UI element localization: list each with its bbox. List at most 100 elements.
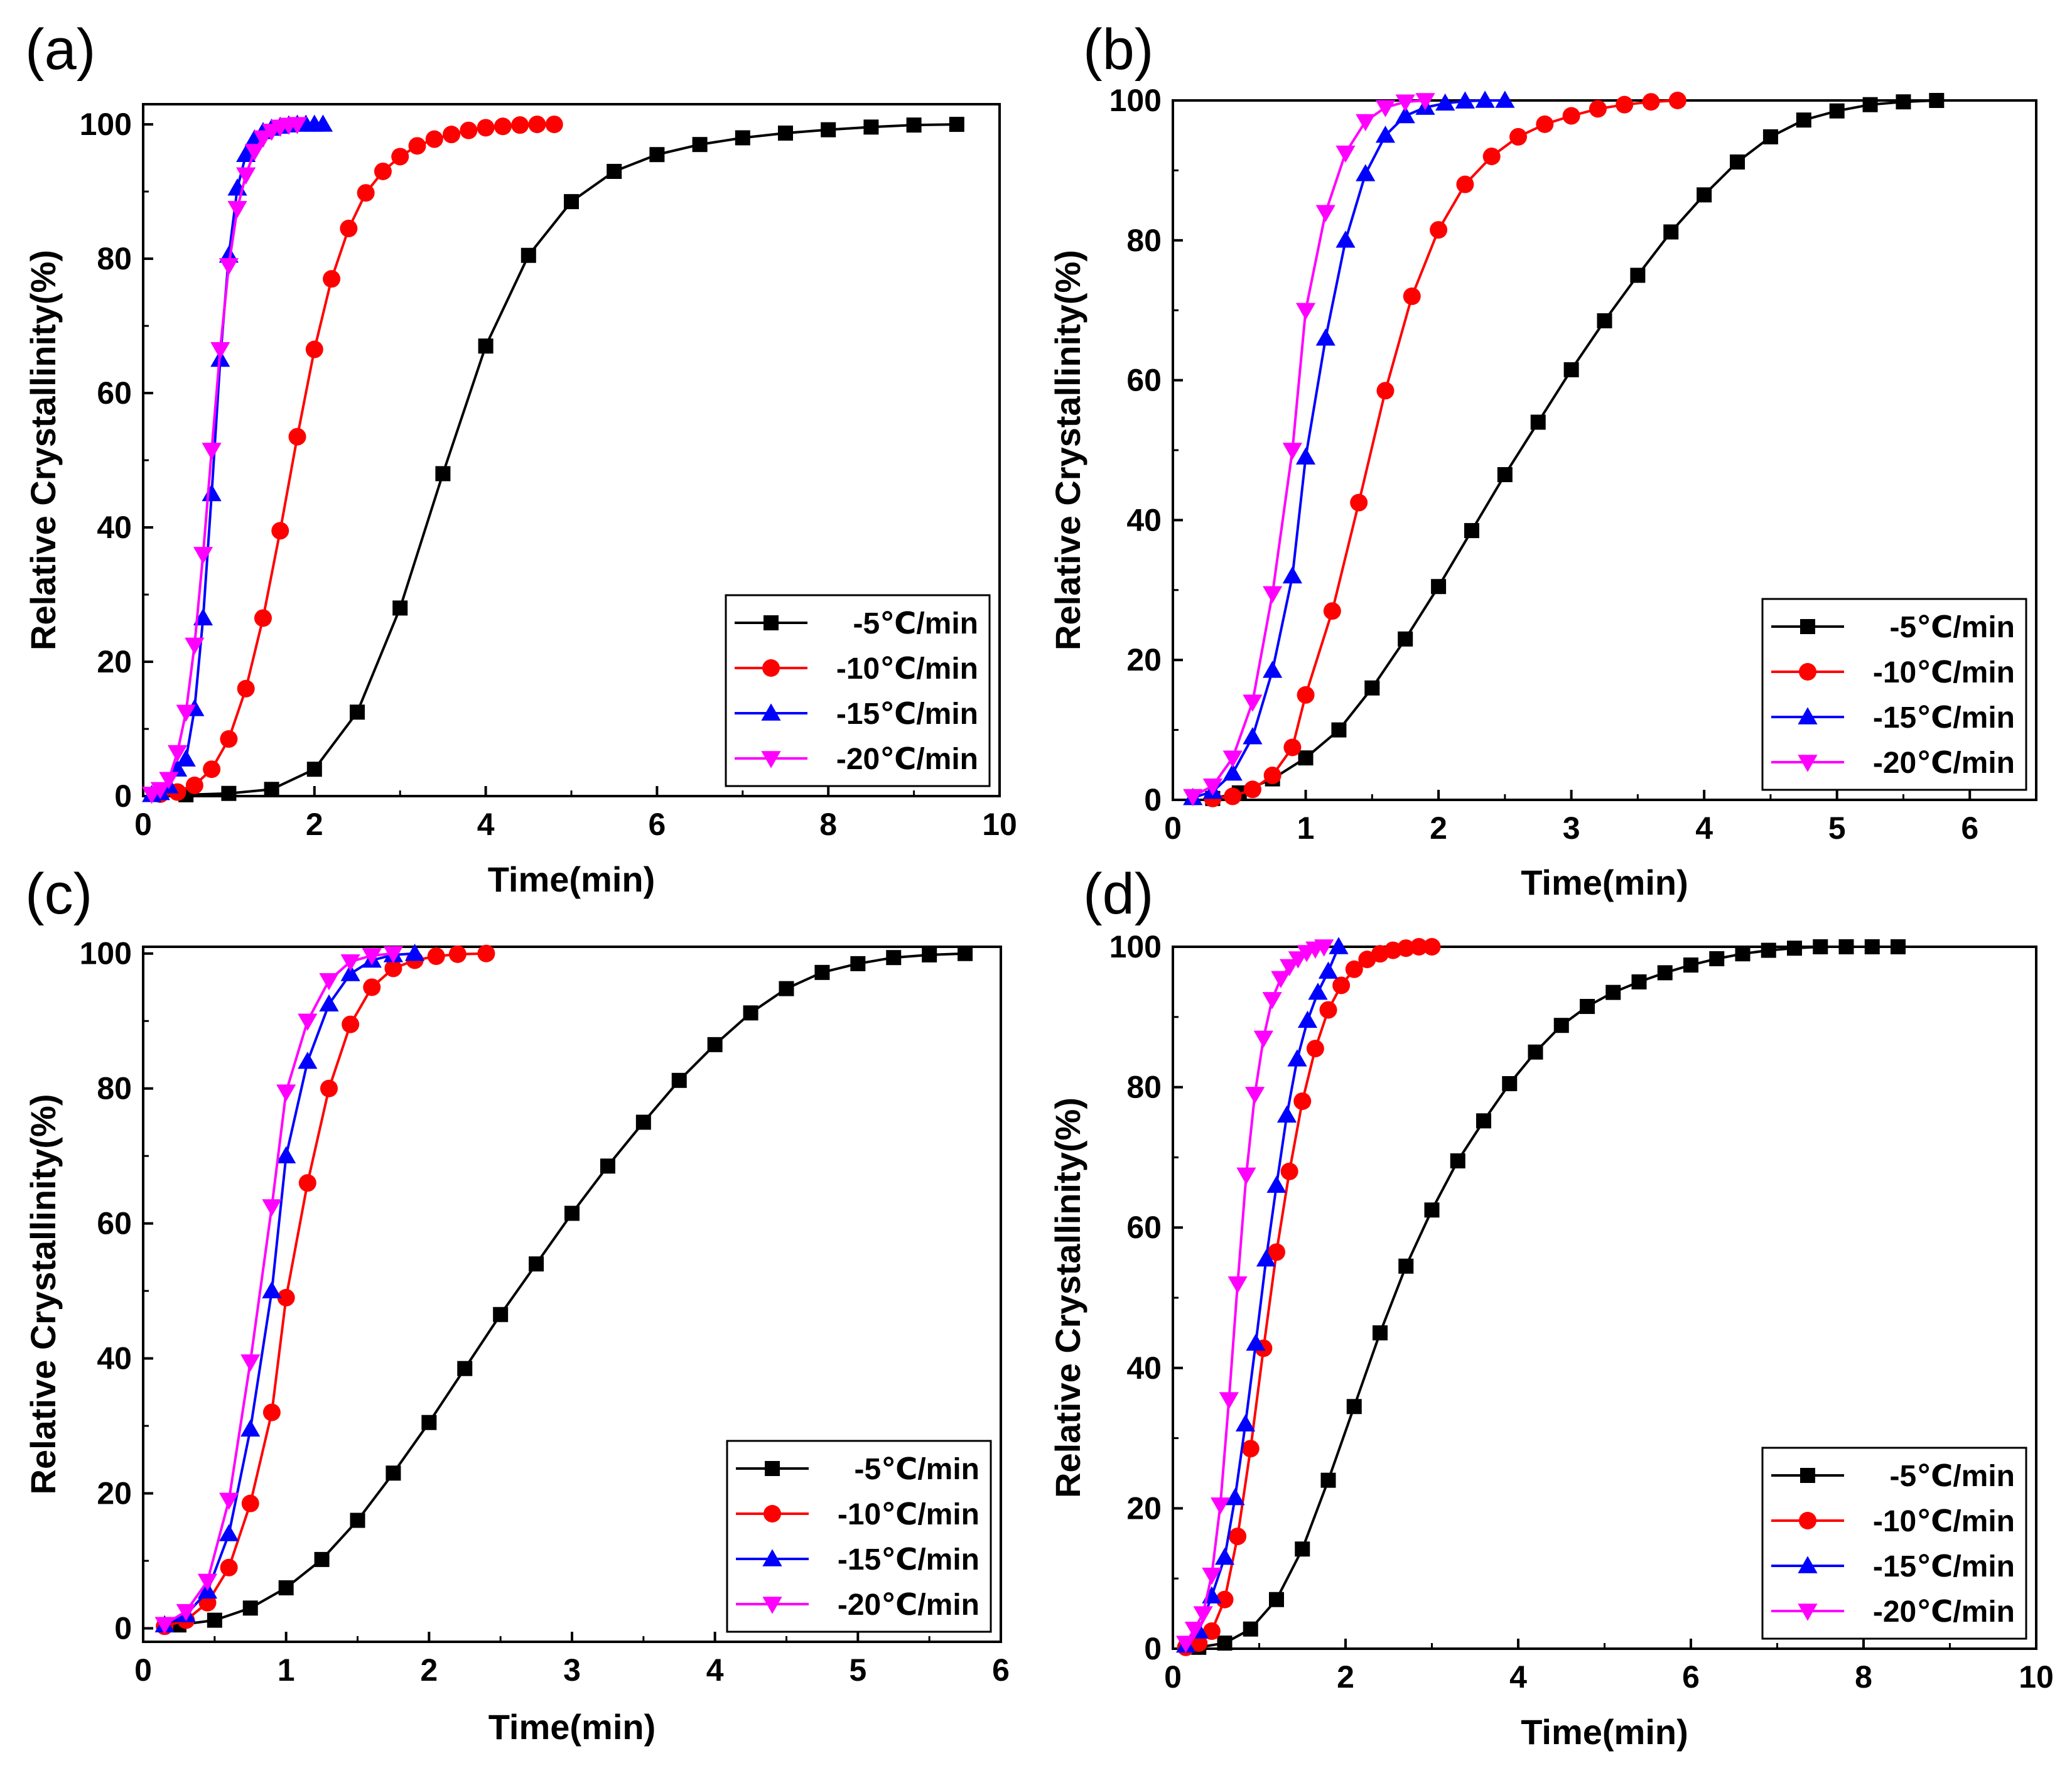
data-point (193, 547, 213, 564)
data-point (1332, 976, 1351, 994)
data-point (1345, 960, 1363, 978)
data-point (1450, 1153, 1465, 1168)
legend-label: -10℃/min (838, 1498, 979, 1531)
data-point (478, 338, 494, 354)
data-point (1335, 145, 1356, 163)
data-point (306, 762, 322, 777)
data-point (435, 466, 451, 482)
y-tick-label: 0 (114, 779, 132, 814)
data-point (1229, 1528, 1247, 1546)
data-point (350, 1512, 365, 1528)
data-point (863, 119, 879, 135)
data-point (319, 973, 339, 991)
data-point (421, 1415, 437, 1430)
data-point (743, 1005, 758, 1021)
data-point (1193, 1606, 1213, 1624)
y-tick-label: 100 (1109, 929, 1162, 964)
data-point (1224, 787, 1242, 806)
data-point (1243, 1621, 1258, 1637)
data-point (1276, 1105, 1297, 1123)
data-point (1263, 767, 1282, 785)
data-point (1563, 362, 1579, 377)
y-tick-label: 60 (1126, 363, 1162, 398)
data-point (1315, 205, 1335, 222)
data-point (1375, 100, 1396, 117)
y-tick-label: 40 (1126, 502, 1162, 537)
data-point (1605, 984, 1621, 1000)
data-point (521, 247, 536, 263)
data-point (392, 600, 408, 616)
y-tick-label: 20 (1126, 1490, 1162, 1526)
data-point (671, 1072, 687, 1088)
data-point (1896, 94, 1911, 110)
data-point (386, 1465, 401, 1481)
legend: -5℃/min -10℃/min -15℃/min -20℃/min (726, 1440, 992, 1633)
data-point (1350, 493, 1368, 512)
y-tick-label: 60 (97, 375, 132, 411)
data-point (1235, 1414, 1256, 1431)
y-tick-label: 0 (1144, 782, 1162, 817)
data-point (1202, 779, 1223, 796)
x-tick-label: 8 (819, 807, 837, 842)
y-axis-title: Relative Crystallinity(%) (1048, 1097, 1087, 1498)
data-point (1222, 750, 1243, 768)
data-point (1228, 1276, 1248, 1294)
data-point (262, 1403, 281, 1421)
data-point (1398, 631, 1413, 647)
data-point (707, 1037, 723, 1052)
data-point (1219, 1392, 1239, 1410)
data-point (1256, 1249, 1276, 1267)
legend-label: -15℃/min (836, 698, 978, 731)
data-point (1631, 974, 1647, 989)
y-tick-label: 20 (1126, 642, 1162, 677)
data-point (176, 1604, 196, 1622)
x-axis-title: Time(min) (1521, 1712, 1688, 1752)
data-point (277, 1288, 295, 1307)
data-point (176, 749, 196, 767)
data-point (1580, 999, 1595, 1015)
data-point (1730, 154, 1746, 170)
data-point (1331, 722, 1347, 738)
legend: -5℃/min -10℃/min -15℃/min -20℃/min (725, 594, 991, 787)
data-point (362, 948, 382, 966)
x-tick-label: 10 (2019, 1659, 2054, 1695)
data-point (1323, 602, 1341, 620)
legend-label: -15℃/min (838, 1543, 979, 1577)
data-point (1423, 938, 1441, 956)
panel-c: (c)0 1 2 3 4 5 6020406080100Time(min)Relative … (23, 862, 1010, 1747)
data-point (427, 947, 445, 966)
data-point (477, 944, 495, 962)
data-point (1528, 1044, 1543, 1060)
data-point (1375, 126, 1396, 143)
x-tick-label: 3 (563, 1652, 581, 1688)
data-point (150, 782, 170, 799)
data-point (1297, 1010, 1318, 1028)
data-point (391, 148, 409, 166)
data-point (342, 1015, 360, 1033)
data-point (1335, 230, 1356, 248)
data-point (1266, 1175, 1287, 1193)
data-point (1475, 90, 1495, 108)
panel-letter: (c) (25, 862, 92, 926)
data-point (374, 162, 392, 180)
data-point (692, 137, 708, 153)
data-point (1397, 939, 1415, 957)
data-point (1410, 938, 1428, 956)
data-point (477, 119, 495, 137)
data-point (1184, 1621, 1204, 1639)
data-point (236, 167, 256, 185)
data-point (1761, 942, 1776, 958)
data-point (1308, 983, 1328, 1000)
y-axis-title: Relative Crystallinity(%) (23, 1094, 63, 1495)
data-point (1929, 93, 1945, 108)
legend-label: -5℃/min (1890, 611, 2015, 644)
data-point (1243, 780, 1261, 799)
legend-label: -20℃/min (1873, 747, 2015, 780)
data-point (219, 1524, 239, 1541)
data-point (154, 1617, 175, 1634)
data-point (529, 1256, 544, 1272)
data-point (237, 679, 255, 698)
y-tick-label: 60 (97, 1206, 132, 1241)
data-point (607, 163, 622, 179)
legend-marker (762, 1549, 782, 1566)
